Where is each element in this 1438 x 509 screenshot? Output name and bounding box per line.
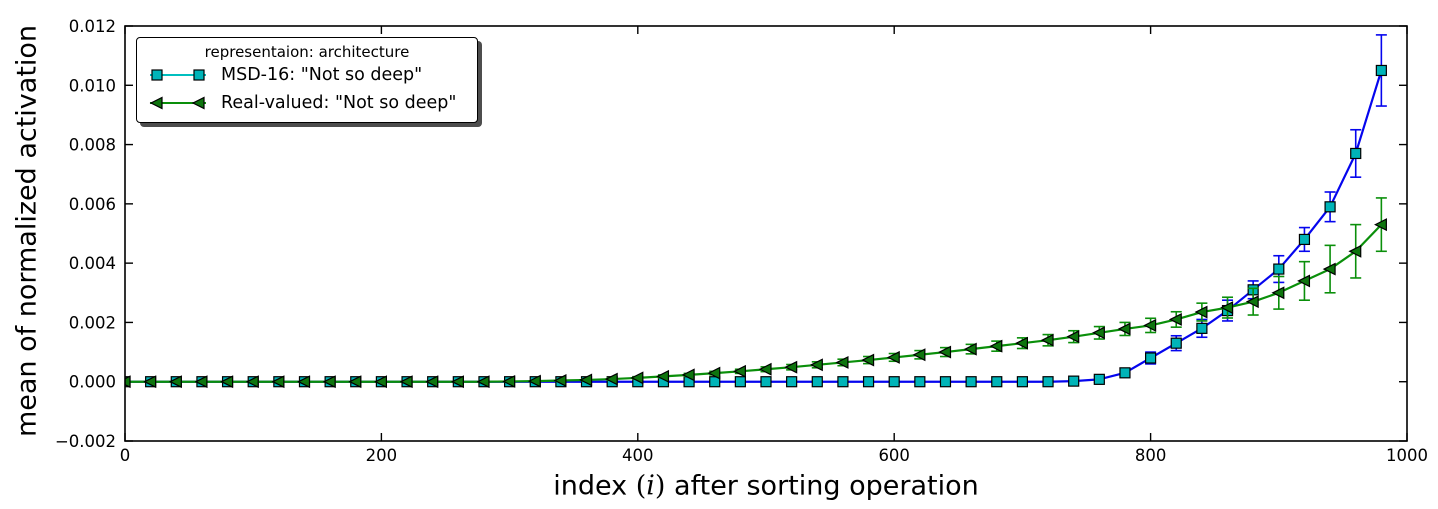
svg-text:−0.002: −0.002 (55, 432, 116, 451)
svg-text:0.002: 0.002 (69, 313, 116, 332)
y-axis-label: mean of normalized activation (11, 24, 43, 438)
legend-title: representaion: architecture (204, 43, 410, 61)
x-axis-label-close-paren: ) (654, 470, 666, 502)
svg-text:0: 0 (120, 446, 131, 465)
legend-label-real-valued: Real-valued: "Not so deep" (221, 93, 457, 113)
series-real-valued-errorbars (125, 197, 1387, 383)
x-axis-label-variable: i (646, 470, 655, 502)
series-real-valued (125, 197, 1387, 389)
x-tick-labels: 0 200 400 600 800 1000 (120, 446, 1428, 465)
x-axis-label-text: index (553, 470, 636, 502)
svg-text:0.012: 0.012 (69, 17, 116, 36)
svg-text:400: 400 (622, 446, 654, 465)
x-axis-label-open-paren: ( (635, 470, 647, 502)
series-real-valued-markers (125, 218, 1387, 389)
svg-text:0.000: 0.000 (69, 373, 116, 392)
svg-text:800: 800 (1135, 446, 1167, 465)
x-axis-label: index (i) after sorting operation (553, 471, 978, 502)
legend: representaion: architecture MSD-16: "Not… (136, 37, 478, 123)
legend-item-msd16: MSD-16: "Not so deep" (137, 61, 477, 89)
legend-label-msd16: MSD-16: "Not so deep" (221, 65, 423, 85)
legend-sample-msd16-icon (150, 69, 206, 81)
legend-sample-real-valued-icon (149, 96, 206, 110)
svg-text:1000: 1000 (1386, 446, 1428, 465)
series-real-valued-line (125, 223, 1383, 383)
axes-frame (124, 25, 1408, 442)
svg-text:0.004: 0.004 (69, 254, 116, 273)
legend-item-real-valued: Real-valued: "Not so deep" (137, 89, 477, 117)
svg-text:0.008: 0.008 (69, 136, 116, 155)
svg-text:200: 200 (366, 446, 398, 465)
svg-text:0.006: 0.006 (69, 195, 116, 214)
y-tick-labels: −0.002 0.000 0.002 0.004 0.006 0.008 0.010 0.01… (55, 17, 116, 451)
svg-text:600: 600 (878, 446, 910, 465)
svg-text:0.010: 0.010 (69, 76, 116, 95)
x-axis-label-text-suffix: after sorting operation (665, 470, 979, 502)
